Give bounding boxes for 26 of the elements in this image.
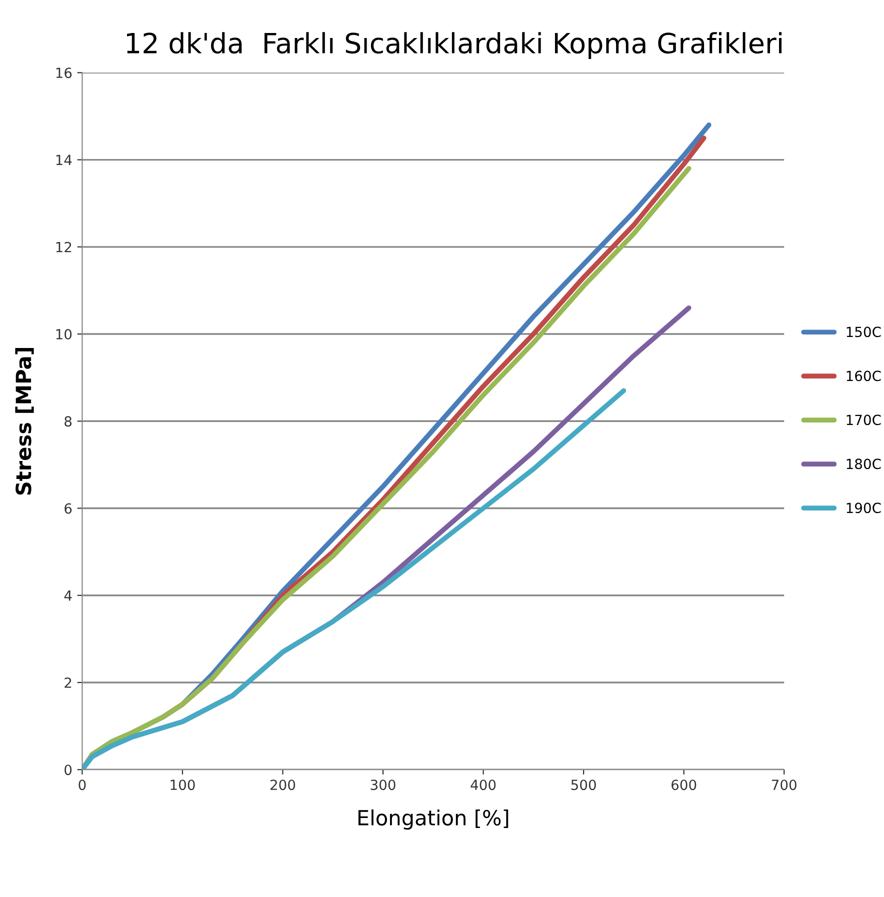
x-tick-label: 600 bbox=[672, 780, 696, 790]
legend-label: 160C bbox=[846, 370, 881, 382]
y-tick-label: 12 bbox=[56, 242, 72, 252]
x-tick-label: 700 bbox=[772, 780, 796, 790]
legend-label: 190C bbox=[846, 502, 881, 514]
legend-label: 180C bbox=[846, 458, 881, 470]
y-tick-label: 16 bbox=[56, 68, 72, 78]
y-tick-label: 0 bbox=[64, 764, 72, 776]
x-tick-label: 0 bbox=[78, 780, 86, 790]
y-tick-label: 10 bbox=[56, 328, 72, 340]
y-axis-title: Stress [MPa] bbox=[15, 348, 34, 495]
x-tick-label: 300 bbox=[370, 780, 396, 790]
chart-title: 12 dk'da Farklı Sıcaklıklardaki Kopma Grafikleri bbox=[127, 32, 782, 59]
y-tick-label: 4 bbox=[64, 590, 72, 601]
line-series bbox=[82, 388, 626, 770]
y-tick-label: 14 bbox=[56, 154, 72, 166]
x-tick-label: 500 bbox=[571, 780, 596, 790]
y-tick-label: 2 bbox=[64, 677, 72, 688]
y-tick-label: 6 bbox=[64, 503, 72, 514]
legend-label: 170C bbox=[846, 414, 881, 426]
x-tick-label: 200 bbox=[270, 780, 296, 790]
x-axis-title: Elongation [%] bbox=[358, 809, 508, 830]
x-tick-label: 100 bbox=[170, 780, 195, 790]
legend-label: 150C bbox=[846, 326, 881, 338]
x-tick-label: 400 bbox=[470, 780, 496, 790]
y-tick-label: 8 bbox=[64, 416, 72, 427]
